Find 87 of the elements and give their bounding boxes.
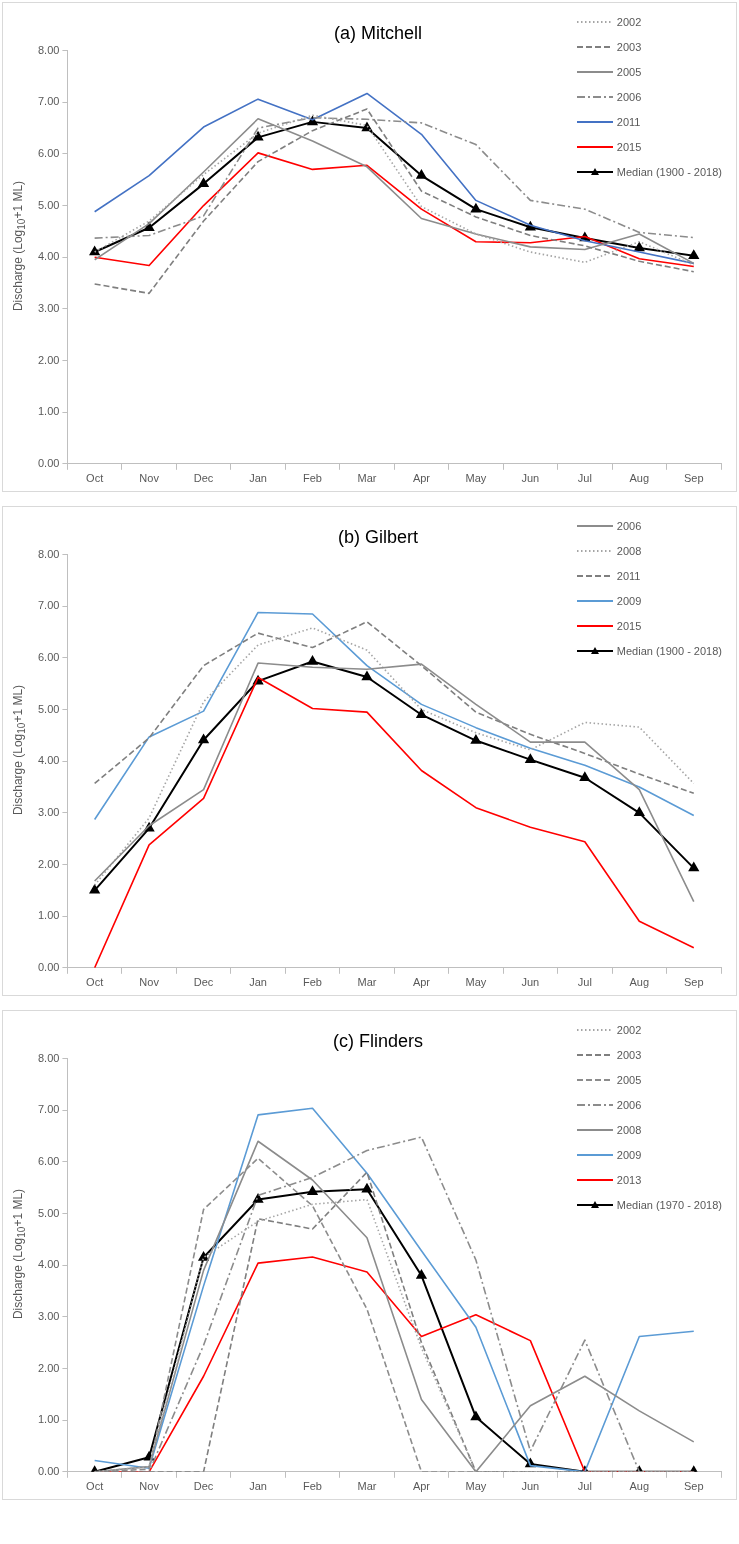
legend-label: 2006 (616, 519, 642, 532)
y-tick-label: 0.00 (37, 456, 60, 469)
y-tick-label: 1.00 (37, 1413, 60, 1426)
legend-label: 2002 (616, 15, 642, 28)
y-tick-label: 4.00 (37, 1258, 60, 1271)
y-tick-label: 3.00 (37, 805, 60, 818)
x-tick-label: May (465, 1480, 487, 1493)
x-tick-label: Dec (193, 1480, 214, 1493)
legend-label: 2003 (616, 1048, 642, 1061)
legend-label: 2009 (616, 594, 642, 607)
x-tick-label: Mar (357, 1480, 377, 1493)
y-tick-label: 6.00 (37, 650, 60, 663)
legend-label: Median (1900 - 2018) (616, 165, 722, 178)
legend-label: 2002 (616, 1023, 642, 1036)
x-tick-label: Jan (249, 976, 267, 989)
x-tick-label: Sep (683, 1480, 704, 1493)
x-tick-label: Apr (412, 472, 431, 485)
y-tick-label: 6.00 (37, 146, 60, 159)
x-tick-label: Nov (139, 472, 160, 485)
x-tick-label: Jun (521, 976, 540, 989)
x-tick-label: Aug (629, 1480, 650, 1493)
y-tick-label: 7.00 (37, 95, 60, 108)
legend-label: 2011 (616, 569, 641, 582)
x-tick-label: Jan (249, 1480, 267, 1493)
x-tick-label: Jul (577, 472, 592, 485)
y-tick-label: 4.00 (37, 250, 60, 263)
legend-label: Median (1900 - 2018) (616, 644, 722, 657)
x-tick-label: Aug (629, 976, 650, 989)
x-tick-label: Apr (412, 1480, 431, 1493)
chart-title: (b) Gilbert (337, 526, 419, 547)
legend-label: 2011 (616, 115, 641, 128)
y-tick-label: 5.00 (37, 702, 60, 715)
x-tick-label: Feb (303, 976, 322, 989)
x-tick-label: Nov (139, 976, 160, 989)
y-tick-label: 2.00 (37, 857, 60, 870)
x-tick-label: Feb (303, 1480, 322, 1493)
x-tick-label: Jul (577, 976, 592, 989)
y-tick-label: 7.00 (37, 1103, 60, 1116)
x-tick-label: Mar (357, 976, 377, 989)
x-tick-label: Oct (86, 472, 104, 485)
x-tick-label: Jun (521, 1480, 540, 1493)
legend-label: 2015 (616, 619, 642, 632)
y-tick-label: 2.00 (37, 1361, 60, 1374)
x-tick-label: Oct (86, 1480, 104, 1493)
y-tick-label: 6.00 (37, 1154, 60, 1167)
y-tick-label: 8.00 (37, 1051, 60, 1064)
y-tick-label: 8.00 (37, 547, 60, 560)
legend-label: 2005 (616, 65, 642, 78)
legend-label: Median (1970 - 2018) (616, 1198, 722, 1211)
y-tick-label: 5.00 (37, 1206, 60, 1219)
x-tick-label: May (465, 472, 487, 485)
legend-label: 2005 (616, 1073, 642, 1086)
legend-label: 2006 (616, 90, 642, 103)
legend-label: 2008 (616, 1123, 642, 1136)
y-tick-label: 7.00 (37, 599, 60, 612)
x-tick-label: Mar (357, 472, 377, 485)
legend-label: 2009 (616, 1148, 642, 1161)
x-tick-label: Apr (412, 976, 431, 989)
legend-label: 2015 (616, 140, 642, 153)
y-tick-label: 3.00 (37, 1309, 60, 1322)
y-tick-label: 5.00 (37, 198, 60, 211)
legend-label: 2008 (616, 544, 642, 557)
y-tick-label: 1.00 (37, 405, 60, 418)
legend-label: 2006 (616, 1098, 642, 1111)
y-tick-label: 8.00 (37, 43, 60, 56)
chart-title: (a) Mitchell (333, 22, 423, 43)
x-tick-label: Jun (521, 472, 540, 485)
x-tick-label: Jan (249, 472, 267, 485)
legend-label: 2013 (616, 1173, 642, 1186)
y-tick-label: 3.00 (37, 301, 60, 314)
x-tick-label: Jul (577, 1480, 592, 1493)
x-tick-label: Oct (86, 976, 104, 989)
x-tick-label: Nov (139, 1480, 160, 1493)
legend-label: 2003 (616, 40, 642, 53)
y-tick-label: 0.00 (37, 960, 60, 973)
chart-title: (c) Flinders (332, 1030, 424, 1051)
x-tick-label: Sep (683, 976, 704, 989)
x-tick-label: Aug (629, 472, 650, 485)
x-tick-label: May (465, 976, 487, 989)
x-tick-label: Dec (193, 472, 214, 485)
x-tick-label: Sep (683, 472, 704, 485)
x-tick-label: Dec (193, 976, 214, 989)
y-tick-label: 2.00 (37, 353, 60, 366)
y-tick-label: 0.00 (37, 1464, 60, 1477)
y-tick-label: 1.00 (37, 909, 60, 922)
x-tick-label: Feb (303, 472, 322, 485)
y-tick-label: 4.00 (37, 754, 60, 767)
